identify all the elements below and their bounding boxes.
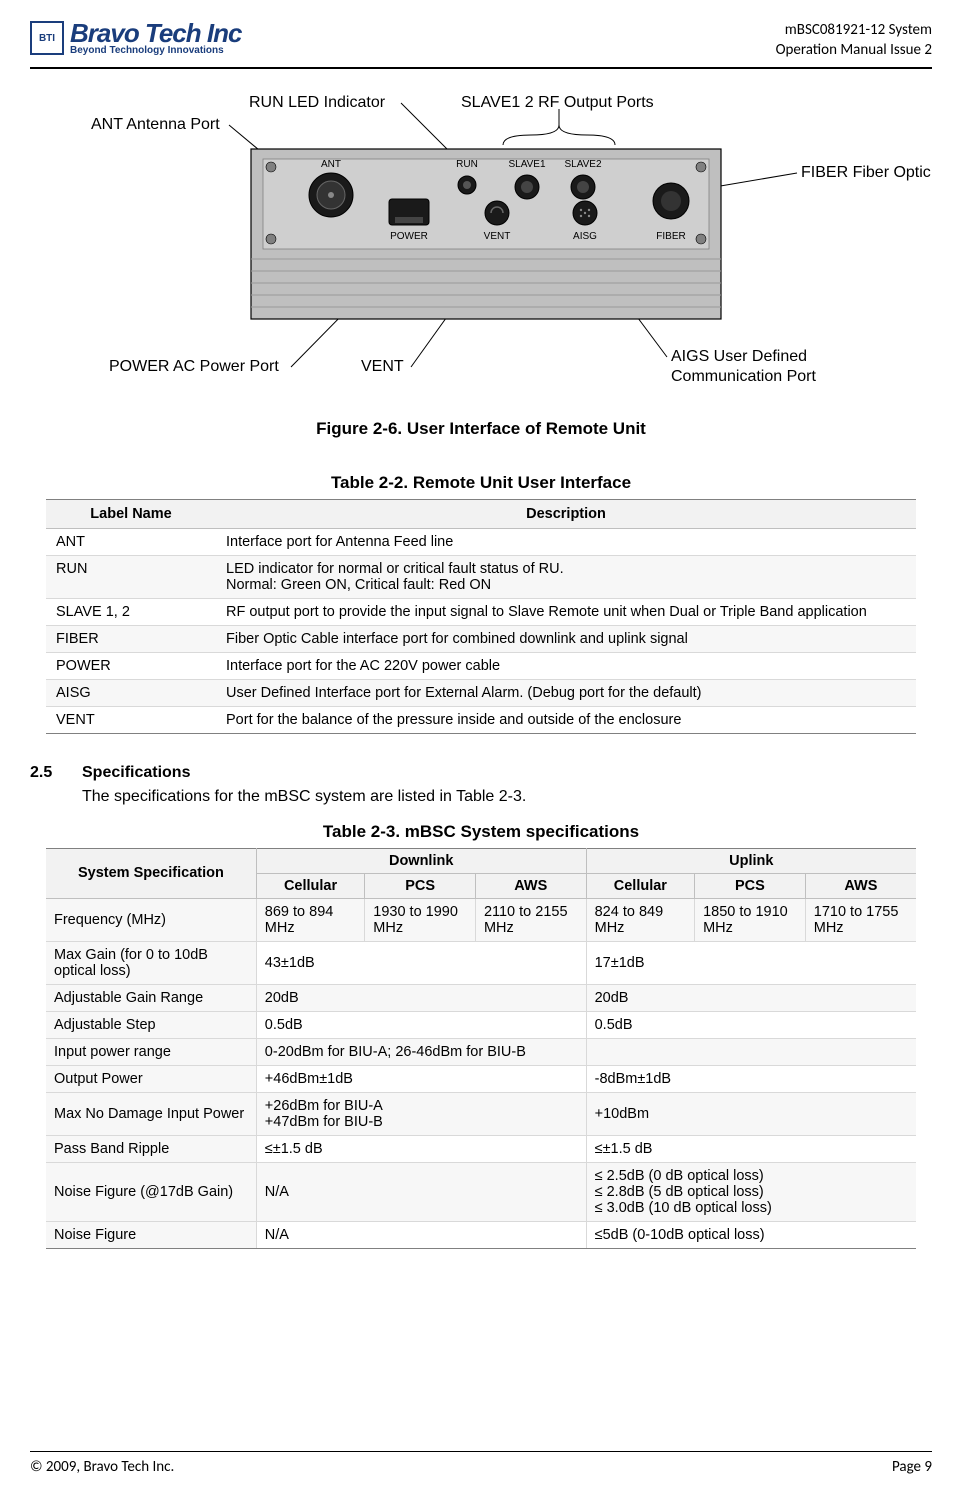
- callout-aigs1: AIGS User Defined: [671, 348, 807, 365]
- table1-desc-cell: Interface port for Antenna Feed line: [216, 528, 916, 555]
- table2-label-cell: Max No Damage Input Power: [46, 1092, 256, 1135]
- table2-subheader: Cellular: [256, 873, 364, 898]
- table2-cell: 0-20dBm for BIU-A; 26-46dBm for BIU-B: [256, 1038, 586, 1065]
- table2: System SpecificationDownlinkUplinkCellul…: [46, 848, 916, 1249]
- panel-label-slave1: SLAVE1: [508, 159, 545, 170]
- table2-cell: +10dBm: [586, 1092, 916, 1135]
- table1-label-cell: AISG: [46, 679, 216, 706]
- table2-header-downlink: Downlink: [256, 848, 586, 873]
- table2-label-cell: Pass Band Ripple: [46, 1135, 256, 1162]
- diagram-wrap: ANT Antenna Port RUN LED Indicator SLAVE…: [30, 87, 932, 397]
- panel-label-vent: VENT: [484, 231, 511, 242]
- table2-header-uplink: Uplink: [586, 848, 916, 873]
- panel-label-ant: ANT: [321, 159, 341, 170]
- table1-label-cell: POWER: [46, 652, 216, 679]
- table2-subheader: AWS: [475, 873, 586, 898]
- table2-subheader: PCS: [695, 873, 806, 898]
- table2-label-cell: Output Power: [46, 1065, 256, 1092]
- table1-label-cell: VENT: [46, 706, 216, 733]
- footer-right: Page 9: [892, 1458, 932, 1476]
- table2-cell: 1710 to 1755 MHz: [805, 898, 916, 941]
- table2-cell: ≤±1.5 dB: [256, 1135, 586, 1162]
- table1-label-cell: SLAVE 1, 2: [46, 598, 216, 625]
- table1-header: Label Name: [46, 499, 216, 528]
- table2-subheader: Cellular: [586, 873, 694, 898]
- section-body: The specifications for the mBSC system a…: [82, 788, 932, 806]
- table2-caption: Table 2-3. mBSC System specifications: [30, 822, 932, 842]
- brand-main: Bravo Tech Inc: [70, 20, 241, 46]
- table2-cell: 1850 to 1910 MHz: [695, 898, 806, 941]
- brand-sub: Beyond Technology Innovations: [70, 46, 241, 56]
- table2-subheader: AWS: [805, 873, 916, 898]
- table1-desc-cell: LED indicator for normal or critical fau…: [216, 555, 916, 598]
- table2-cell: 824 to 849 MHz: [586, 898, 694, 941]
- section-title: Specifications: [82, 764, 190, 782]
- table2-cell: +26dBm for BIU-A+47dBm for BIU-B: [256, 1092, 586, 1135]
- footer-left: © 2009, Bravo Tech Inc.: [30, 1458, 174, 1476]
- table2-cell: -8dBm±1dB: [586, 1065, 916, 1092]
- table2-label-cell: Adjustable Step: [46, 1011, 256, 1038]
- table2-cell: 17±1dB: [586, 941, 916, 984]
- table2-cell: N/A: [256, 1162, 586, 1221]
- table1-desc-cell: RF output port to provide the input sign…: [216, 598, 916, 625]
- callout-fiber: FIBER Fiber Optic Port: [801, 164, 931, 181]
- figure-caption: Figure 2-6. User Interface of Remote Uni…: [30, 419, 932, 439]
- table2-cell: 2110 to 2155 MHz: [475, 898, 586, 941]
- table1-desc-cell: Fiber Optic Cable interface port for com…: [216, 625, 916, 652]
- table2-cell: 0.5dB: [256, 1011, 586, 1038]
- table2-header-spec: System Specification: [46, 848, 256, 898]
- table2-cell: ≤5dB (0-10dB optical loss): [586, 1221, 916, 1248]
- table2-subheader: PCS: [365, 873, 476, 898]
- table2-cell: 1930 to 1990 MHz: [365, 898, 476, 941]
- panel-label-aisg: AISG: [573, 231, 597, 242]
- section-num: 2.5: [30, 764, 64, 782]
- page: BTI Bravo Tech Inc Beyond Technology Inn…: [0, 0, 962, 1491]
- remote-unit-diagram: ANT Antenna Port RUN LED Indicator SLAVE…: [31, 87, 931, 397]
- table1-header: Description: [216, 499, 916, 528]
- callout-slave: SLAVE1 2 RF Output Ports: [461, 94, 654, 111]
- table1-label-cell: FIBER: [46, 625, 216, 652]
- table2-label-cell: Noise Figure: [46, 1221, 256, 1248]
- table1-desc-cell: Port for the balance of the pressure ins…: [216, 706, 916, 733]
- callout-run: RUN LED Indicator: [249, 94, 386, 111]
- table2-label-cell: Max Gain (for 0 to 10dB optical loss): [46, 941, 256, 984]
- table2-cell: [586, 1038, 916, 1065]
- table1-label-cell: ANT: [46, 528, 216, 555]
- table2-cell: 20dB: [586, 984, 916, 1011]
- doc-title: mBSC081921-12 System Operation Manual Is…: [776, 20, 932, 61]
- section-header: 2.5 Specifications: [30, 764, 932, 782]
- doc-line2: Operation Manual Issue 2: [776, 40, 932, 60]
- panel-label-fiber: FIBER: [656, 231, 685, 242]
- doc-line1: mBSC081921-12 System: [776, 20, 932, 40]
- table2-cell: ≤ 2.5dB (0 dB optical loss)≤ 2.8dB (5 dB…: [586, 1162, 916, 1221]
- table1: Label NameDescriptionANTInterface port f…: [46, 499, 916, 734]
- table2-cell: +46dBm±1dB: [256, 1065, 586, 1092]
- callout-power: POWER AC Power Port: [109, 358, 279, 375]
- panel-label-slave2: SLAVE2: [564, 159, 601, 170]
- callout-aigs2: Communication Port: [671, 368, 817, 385]
- table1-caption: Table 2-2. Remote Unit User Interface: [30, 473, 932, 493]
- table2-cell: ≤±1.5 dB: [586, 1135, 916, 1162]
- panel-label-power: POWER: [390, 231, 428, 242]
- logo-block: BTI Bravo Tech Inc Beyond Technology Inn…: [30, 20, 241, 56]
- table2-cell: N/A: [256, 1221, 586, 1248]
- table2-label-cell: Input power range: [46, 1038, 256, 1065]
- table2-cell: 869 to 894 MHz: [256, 898, 364, 941]
- callout-vent: VENT: [361, 358, 404, 375]
- table1-desc-cell: Interface port for the AC 220V power cab…: [216, 652, 916, 679]
- table1-label-cell: RUN: [46, 555, 216, 598]
- table2-cell: 0.5dB: [586, 1011, 916, 1038]
- page-footer: © 2009, Bravo Tech Inc. Page 9: [30, 1451, 932, 1476]
- page-header: BTI Bravo Tech Inc Beyond Technology Inn…: [30, 20, 932, 69]
- table2-label-cell: Noise Figure (@17dB Gain): [46, 1162, 256, 1221]
- table2-label-cell: Adjustable Gain Range: [46, 984, 256, 1011]
- logo-icon: BTI: [30, 21, 64, 55]
- table1-desc-cell: User Defined Interface port for External…: [216, 679, 916, 706]
- table2-cell: 43±1dB: [256, 941, 586, 984]
- table2-label-cell: Frequency (MHz): [46, 898, 256, 941]
- callout-ant: ANT Antenna Port: [91, 116, 220, 133]
- panel-label-run: RUN: [456, 159, 478, 170]
- table2-cell: 20dB: [256, 984, 586, 1011]
